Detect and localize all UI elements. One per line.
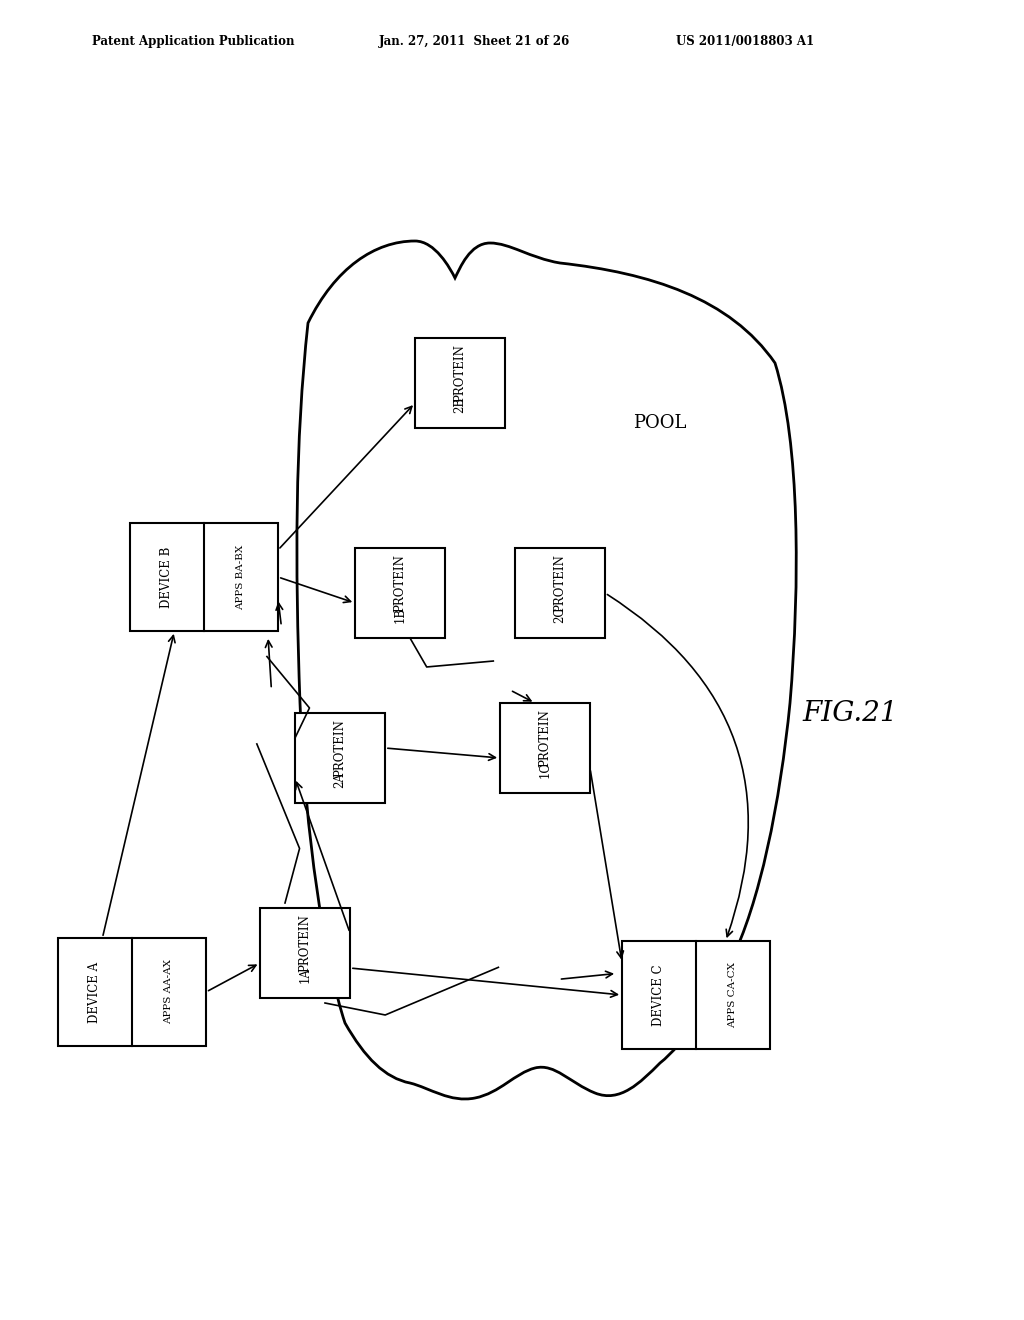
Text: DEVICE A: DEVICE A	[88, 961, 101, 1023]
Bar	[622, 941, 770, 1049]
Text: 1A: 1A	[299, 968, 311, 983]
Text: DEVICE C: DEVICE C	[652, 964, 666, 1026]
Bar	[130, 523, 278, 631]
Bar	[515, 548, 605, 638]
Text: PROTEIN: PROTEIN	[554, 554, 566, 612]
Text: Jan. 27, 2011  Sheet 21 of 26: Jan. 27, 2011 Sheet 21 of 26	[379, 34, 570, 48]
Text: PROTEIN: PROTEIN	[334, 719, 346, 777]
Text: FIG.21: FIG.21	[802, 700, 898, 726]
Bar	[500, 704, 590, 793]
Text: US 2011/0018803 A1: US 2011/0018803 A1	[676, 34, 814, 48]
Text: 2C: 2C	[554, 607, 566, 623]
Text: Patent Application Publication: Patent Application Publication	[92, 34, 295, 48]
Text: 2B: 2B	[454, 397, 467, 413]
Bar	[58, 939, 206, 1045]
Text: DEVICE B: DEVICE B	[161, 546, 173, 607]
Bar	[355, 548, 445, 638]
Text: APPS BA-BX: APPS BA-BX	[237, 544, 246, 610]
Text: PROTEIN: PROTEIN	[539, 709, 552, 767]
Text: APPS CA-CX: APPS CA-CX	[728, 962, 737, 1028]
Text: POOL: POOL	[633, 414, 687, 432]
Text: 1C: 1C	[539, 762, 552, 779]
Text: 1B: 1B	[393, 607, 407, 623]
Text: 2A: 2A	[334, 772, 346, 788]
Text: PROTEIN: PROTEIN	[454, 345, 467, 401]
Text: APPS AA-AX: APPS AA-AX	[165, 960, 173, 1024]
Bar	[260, 908, 350, 998]
Text: PROTEIN: PROTEIN	[299, 913, 311, 972]
Bar	[295, 713, 385, 803]
Text: PROTEIN: PROTEIN	[393, 554, 407, 612]
Bar	[415, 338, 505, 428]
